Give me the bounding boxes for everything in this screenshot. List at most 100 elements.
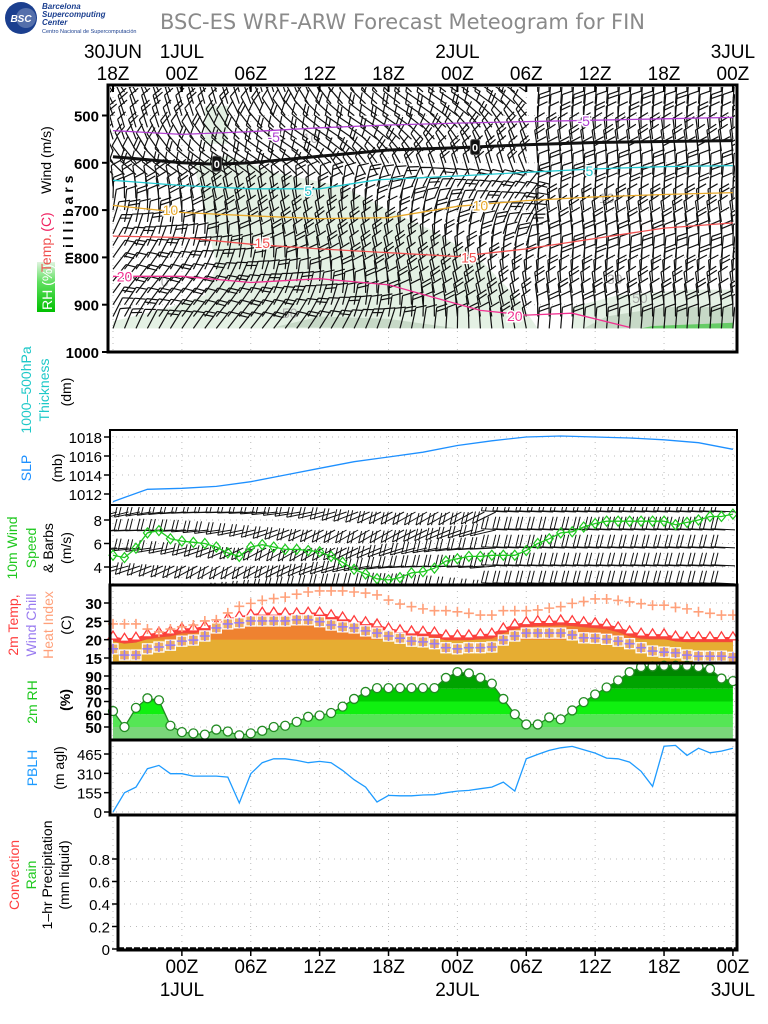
temp-marker bbox=[279, 606, 292, 617]
windchill-marker bbox=[681, 649, 693, 661]
wind-barb bbox=[237, 100, 252, 128]
wind-barb bbox=[652, 87, 655, 104]
wind-barb bbox=[134, 171, 145, 199]
wind-barb bbox=[284, 298, 308, 317]
rh-marker bbox=[601, 682, 612, 693]
wind10-marker bbox=[693, 514, 704, 526]
wind10-marker bbox=[728, 508, 738, 521]
rh-marker bbox=[406, 682, 417, 694]
wind-barb bbox=[200, 126, 217, 152]
wind-barb bbox=[526, 516, 554, 531]
wind-barb bbox=[626, 112, 637, 140]
wind-barb bbox=[429, 265, 441, 294]
wind-barb bbox=[327, 230, 338, 258]
rh-marker bbox=[578, 696, 589, 708]
wind-barb bbox=[368, 511, 393, 525]
wind-barb bbox=[202, 195, 214, 222]
heatindex-marker bbox=[383, 595, 394, 606]
wind-barb bbox=[581, 206, 592, 234]
wind-barb bbox=[132, 87, 137, 93]
wind-barb bbox=[202, 87, 206, 93]
wind-barb bbox=[365, 163, 382, 187]
heatindex-marker bbox=[130, 618, 141, 629]
windchill-marker bbox=[153, 641, 165, 653]
wind-barb bbox=[412, 574, 439, 584]
wind-barb bbox=[227, 247, 246, 270]
wind10-label-2: Speed bbox=[23, 528, 39, 568]
wind-barb bbox=[288, 528, 313, 542]
wind-barb bbox=[571, 87, 574, 104]
rh-marker bbox=[417, 682, 429, 694]
wind10-marker bbox=[544, 532, 555, 545]
windchill-plus bbox=[119, 650, 130, 661]
rh-marker bbox=[130, 702, 142, 714]
temp-marker bbox=[129, 630, 143, 641]
wind-barb bbox=[146, 298, 170, 317]
wind-barb bbox=[275, 576, 301, 584]
wind10-marker bbox=[578, 521, 589, 534]
wind-barb bbox=[260, 87, 263, 93]
rh-marker bbox=[337, 701, 348, 712]
wind-barb bbox=[296, 257, 311, 282]
wind-barb bbox=[244, 87, 252, 104]
wind-barb bbox=[360, 87, 378, 105]
freezing-level-label: 0 bbox=[214, 159, 220, 171]
wind-barb bbox=[638, 112, 649, 140]
precip-label: 1–hr Precipitation bbox=[39, 821, 55, 930]
time-axis-hour: 00Z bbox=[441, 957, 474, 978]
wind-barb bbox=[502, 191, 526, 211]
wind-barb bbox=[581, 136, 593, 163]
wind-barb bbox=[170, 519, 198, 533]
wind-barb bbox=[687, 516, 715, 531]
wind-barb bbox=[264, 527, 290, 540]
rh-band bbox=[113, 714, 733, 727]
wind10-marker bbox=[326, 550, 336, 563]
heatindex-marker bbox=[395, 599, 405, 610]
heatindex-marker bbox=[142, 624, 153, 635]
logo-ring bbox=[16, 8, 36, 28]
wind10-marker bbox=[555, 526, 566, 539]
wind-barb bbox=[674, 87, 678, 104]
wind-barb bbox=[695, 206, 707, 234]
wind-barb bbox=[510, 301, 521, 329]
wind-barb bbox=[641, 552, 669, 567]
rh-marker bbox=[498, 693, 509, 705]
rh-marker bbox=[612, 675, 624, 686]
wind-barb bbox=[718, 112, 730, 140]
upper-axis-label: m i l l i b a r s bbox=[60, 175, 76, 264]
heatindex-marker bbox=[406, 601, 417, 612]
precip-y-tick-label: 0 bbox=[102, 942, 110, 959]
heatindex-marker bbox=[257, 595, 268, 606]
wind-barb bbox=[127, 111, 139, 140]
wind10-marker bbox=[670, 518, 681, 531]
rain-label: Rain bbox=[23, 861, 39, 890]
precip-panel-frame bbox=[116, 813, 739, 952]
upper-panel-frame bbox=[106, 83, 739, 354]
isotherm-label: 5 bbox=[304, 183, 312, 199]
isotherm-line bbox=[112, 164, 733, 190]
wind-barb bbox=[546, 112, 557, 140]
temp-marker bbox=[336, 610, 349, 621]
wind-barb bbox=[697, 87, 701, 104]
wind-barb bbox=[606, 149, 619, 175]
wind-barb bbox=[261, 273, 283, 294]
wind-barb bbox=[416, 87, 435, 105]
wind-barb bbox=[592, 112, 603, 140]
windchill-marker bbox=[199, 630, 211, 642]
wind10-marker bbox=[119, 551, 130, 564]
wind-barb bbox=[456, 198, 474, 223]
wind-barb bbox=[158, 251, 182, 270]
wind-barb bbox=[548, 303, 562, 329]
wind-barb bbox=[732, 164, 735, 187]
slp-y-tick-label: 1014 bbox=[69, 468, 102, 485]
wind-barb bbox=[157, 183, 169, 211]
wind-barb bbox=[307, 297, 330, 317]
wind-barb bbox=[653, 534, 680, 549]
wind-barb bbox=[537, 87, 539, 92]
wind-barb bbox=[436, 576, 462, 584]
wind10-marker bbox=[314, 545, 325, 558]
wind-barb bbox=[261, 259, 280, 282]
temp-marker bbox=[669, 629, 682, 640]
windchill-marker bbox=[141, 643, 154, 655]
wind-barb bbox=[603, 112, 614, 140]
